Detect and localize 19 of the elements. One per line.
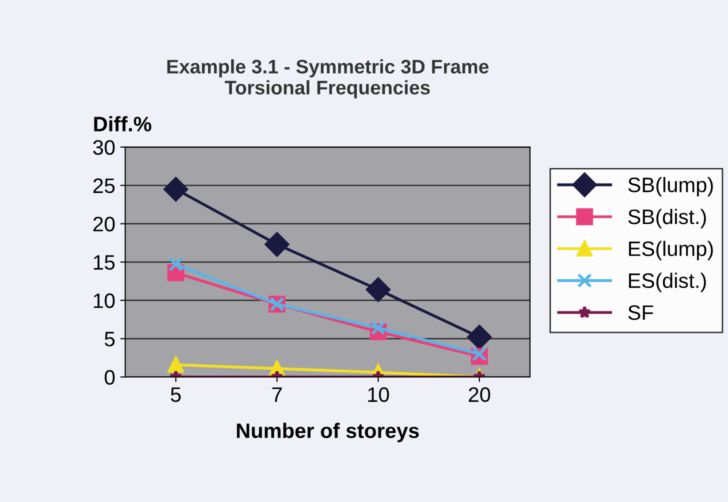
x-axis-title: Number of storeys: [236, 422, 419, 442]
y-tick-label: 25: [93, 178, 115, 194]
legend-label: ES(dist.): [629, 272, 706, 292]
x-tick-label: 20: [468, 387, 490, 402]
legend-label: SB(dist.): [628, 208, 706, 228]
x-tick-label: 5: [170, 387, 181, 402]
y-tick-label: 10: [94, 293, 115, 308]
x-tick-label: 10: [368, 387, 389, 402]
legend-label: SB(lump): [628, 176, 713, 196]
chart-title: Example 3.1 - Symmetric 3D Frame Torsional Frequencies: [167, 59, 489, 98]
y-tick-label: 20: [93, 216, 115, 232]
y-axis-title: Diff.%: [94, 116, 152, 132]
y-tick-label: 0: [104, 370, 115, 385]
legend-label: ES(lump): [629, 240, 713, 260]
y-tick-label: 15: [94, 255, 115, 270]
x-tick-label: 7: [272, 387, 282, 402]
y-tick-label: 30: [93, 140, 115, 155]
legend-label: SF: [628, 305, 654, 320]
y-tick-label: 5: [104, 332, 115, 346]
